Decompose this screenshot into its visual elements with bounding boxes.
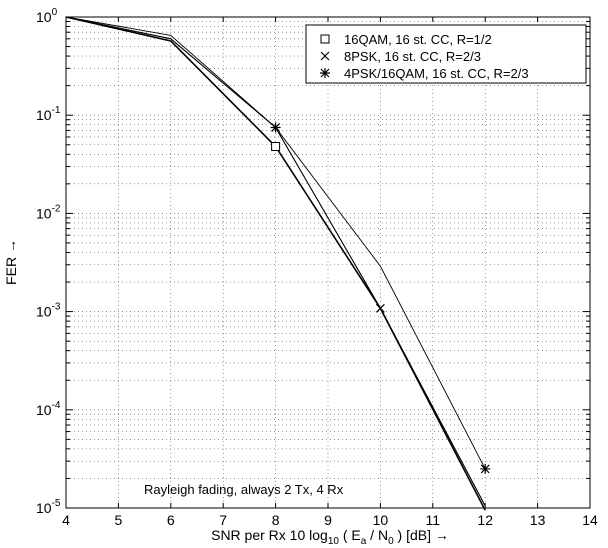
y-tick-exponent: 0 — [52, 7, 58, 18]
x-tick-label: 11 — [426, 512, 441, 528]
x-tick-label: 12 — [477, 512, 493, 528]
x-label-sub-10: 10 — [328, 536, 340, 547]
x-axis-label: SNR per Rx 10 log10 ( Ea / N0 ) [dB] → — [211, 527, 449, 547]
x-tick-label: 9 — [324, 512, 332, 528]
series-markers — [270, 122, 491, 474]
y-tick-base: 10 — [36, 304, 52, 320]
legend-box — [305, 24, 587, 84]
x-tick-label: 7 — [219, 512, 227, 528]
x-tick-label: 8 — [272, 512, 280, 528]
x-label-sub-a: a — [361, 536, 367, 547]
y-tick-label: 10-1 — [36, 105, 61, 123]
y-tick-label: 10-2 — [36, 203, 61, 221]
y-tick-exponent: -1 — [52, 105, 61, 116]
marker-star — [320, 68, 330, 78]
y-tick-base: 10 — [36, 107, 52, 123]
x-label-sub-0: 0 — [388, 536, 394, 547]
legend-entry-label: 4PSK/16QAM, 16 st. CC, R=2/3 — [344, 66, 529, 81]
y-tick-label: 100 — [36, 7, 58, 25]
y-tick-exponent: -4 — [52, 400, 61, 411]
marker-square — [271, 142, 281, 152]
x-tick-label: 10 — [373, 512, 389, 528]
x-label-mid1: ( E — [339, 527, 361, 543]
marker-star — [270, 122, 281, 133]
marker-square — [320, 34, 330, 44]
y-tick-label: 10-4 — [36, 400, 61, 418]
marker-x — [375, 303, 385, 313]
x-tick-label: 6 — [167, 512, 175, 528]
y-tick-exponent: -5 — [52, 498, 61, 509]
annotation-text: Rayleigh fading, always 2 Tx, 4 Rx — [144, 482, 344, 497]
x-tick-label: 14 — [582, 512, 598, 528]
y-tick-base: 10 — [36, 205, 52, 221]
x-tick-label: 13 — [530, 512, 546, 528]
x-label-prefix: SNR per Rx 10 log — [211, 527, 328, 543]
x-label-mid2: / N — [366, 527, 388, 543]
marker-star — [480, 463, 491, 474]
y-tick-base: 10 — [36, 9, 52, 25]
x-label-suffix: ) [dB] → — [394, 527, 449, 543]
x-tick-label: 4 — [62, 512, 70, 528]
legend-entry-label: 8PSK, 16 st. CC, R=2/3 — [344, 49, 481, 64]
legend-entry-label: 16QAM, 16 st. CC, R=1/2 — [344, 32, 492, 47]
y-tick-label: 10-3 — [36, 302, 61, 320]
marker-x — [320, 51, 330, 61]
y-tick-exponent: -3 — [52, 302, 61, 313]
y-tick-label: 10-5 — [36, 498, 61, 516]
y-tick-base: 10 — [36, 402, 52, 418]
legend: 16QAM, 16 st. CC, R=1/2 8PSK, 16 st. CC, … — [305, 24, 587, 84]
y-axis-label: FER → — [3, 239, 19, 285]
x-tick-label: 5 — [115, 512, 123, 528]
y-tick-base: 10 — [36, 500, 52, 516]
y-tick-exponent: -2 — [52, 203, 61, 214]
